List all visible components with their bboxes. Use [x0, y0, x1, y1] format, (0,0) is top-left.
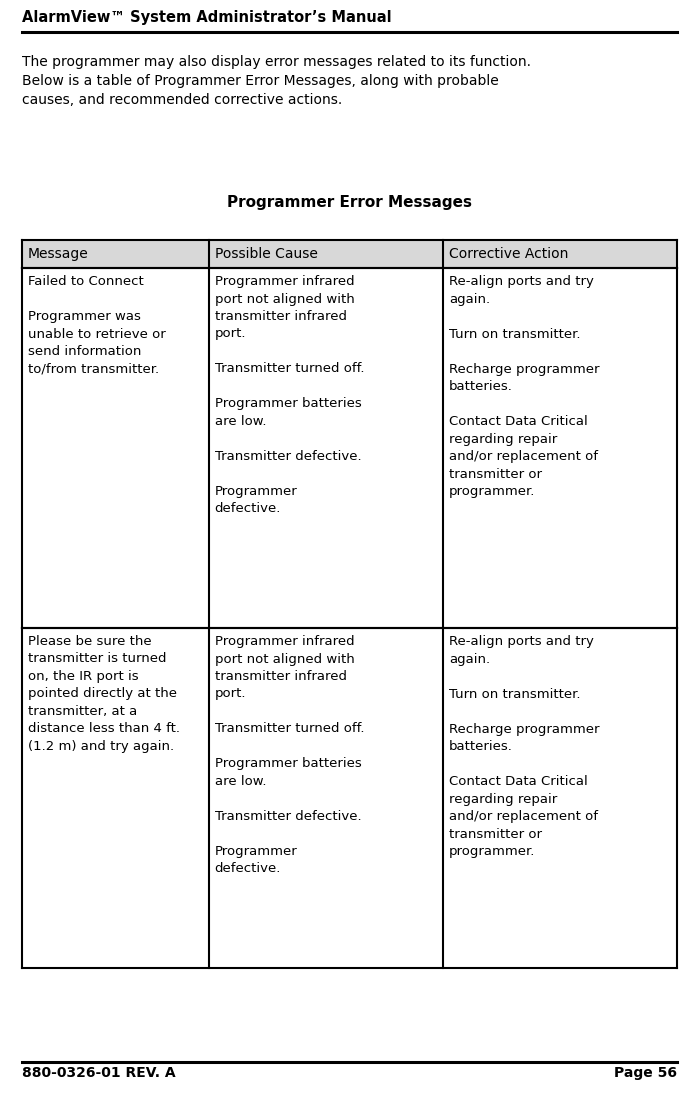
Text: Re-align ports and try
again.

Turn on transmitter.

Recharge programmer
batteri: Re-align ports and try again. Turn on tr… — [449, 635, 600, 858]
Text: Failed to Connect

Programmer was
unable to retrieve or
send information
to/from: Failed to Connect Programmer was unable … — [28, 275, 166, 376]
Text: Programmer infrared
port not aligned with
transmitter infrared
port.

Transmitte: Programmer infrared port not aligned wit… — [215, 275, 364, 515]
Text: AlarmView™ System Administrator’s Manual: AlarmView™ System Administrator’s Manual — [22, 10, 391, 25]
Text: Please be sure the
transmitter is turned
on, the IR port is
pointed directly at : Please be sure the transmitter is turned… — [28, 635, 180, 753]
Bar — [22, 240, 677, 269]
Text: Page 56: Page 56 — [614, 1066, 677, 1080]
Text: Re-align ports and try
again.

Turn on transmitter.

Recharge programmer
batteri: Re-align ports and try again. Turn on tr… — [449, 275, 600, 498]
Text: 880-0326-01 REV. A: 880-0326-01 REV. A — [22, 1066, 175, 1080]
Text: Programmer infrared
port not aligned with
transmitter infrared
port.

Transmitte: Programmer infrared port not aligned wit… — [215, 635, 364, 876]
Text: Programmer Error Messages: Programmer Error Messages — [227, 195, 472, 210]
Text: Corrective Action: Corrective Action — [449, 247, 568, 261]
Text: Message: Message — [28, 247, 89, 261]
Text: Possible Cause: Possible Cause — [215, 247, 317, 261]
Text: The programmer may also display error messages related to its function.
Below is: The programmer may also display error me… — [22, 55, 531, 107]
